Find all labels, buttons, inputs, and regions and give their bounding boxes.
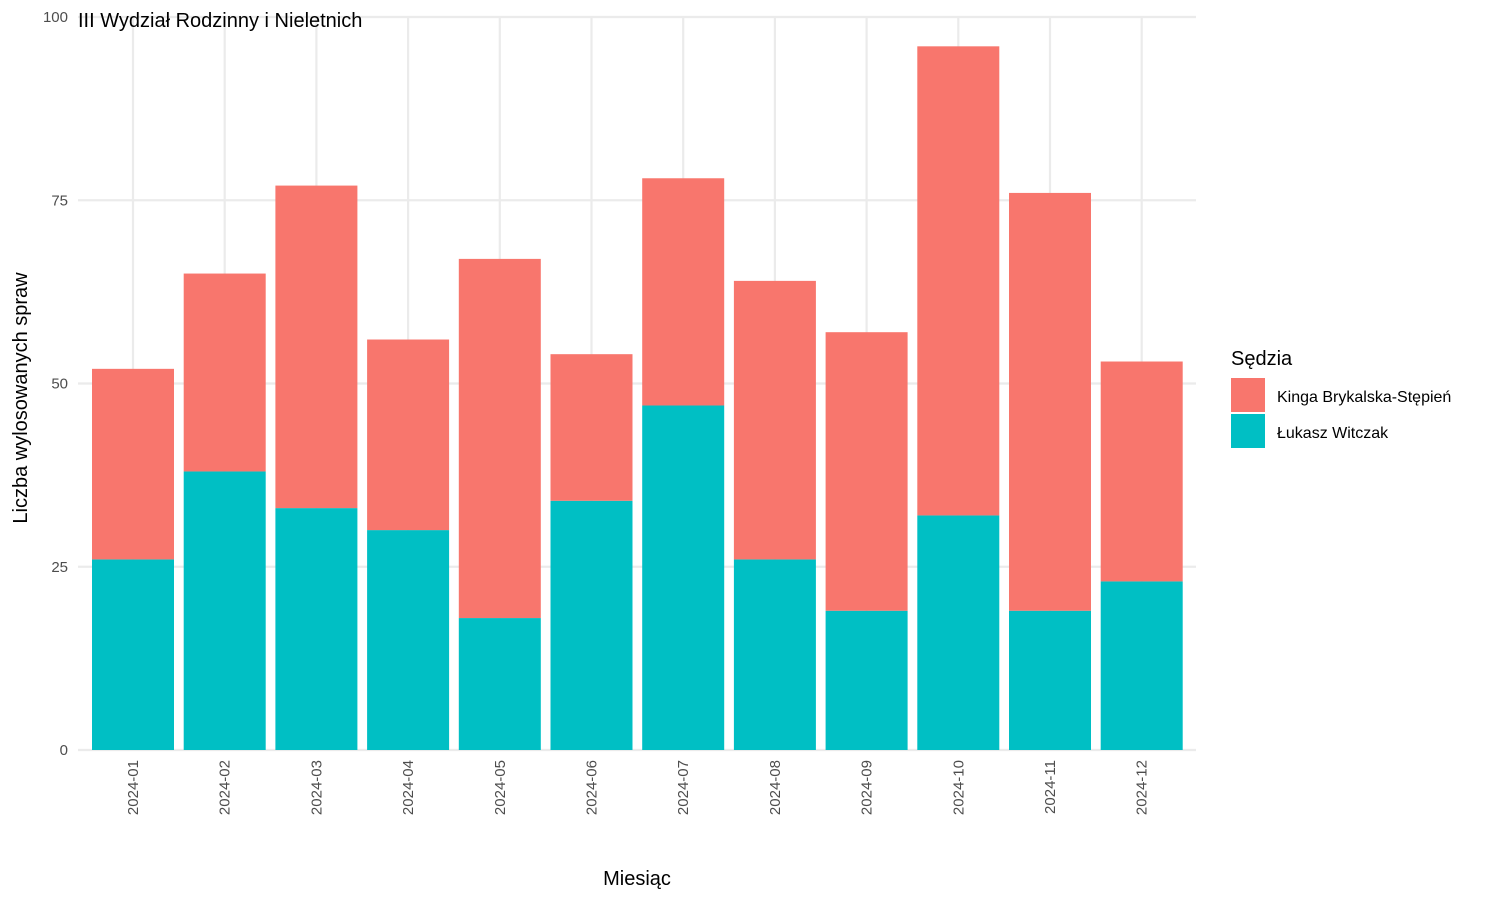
bar-lukasz-2024-08 xyxy=(733,559,816,750)
x-axis-title: Miesiąc xyxy=(603,868,671,890)
x-tick-label: 2024-08 xyxy=(767,760,784,815)
bar-lukasz-2024-07 xyxy=(642,405,725,750)
bar-lukasz-2024-05 xyxy=(458,618,541,750)
x-tick-label: 2024-06 xyxy=(584,760,601,815)
bar-lukasz-2024-01 xyxy=(92,559,174,750)
legend-swatch-kinga xyxy=(1231,378,1265,412)
legend-label-kinga: Kinga Brykalska-Stępień xyxy=(1277,389,1451,406)
y-tick-label: 0 xyxy=(60,742,68,759)
x-tick-label: 2024-10 xyxy=(950,760,967,815)
bar-lukasz-2024-09 xyxy=(825,610,908,750)
y-axis-title: Liczba wylosowanych spraw xyxy=(10,272,32,524)
bar-lukasz-2024-03 xyxy=(275,508,358,750)
bar-kinga-2024-11 xyxy=(1009,192,1091,611)
bar-kinga-2024-02 xyxy=(183,273,266,472)
x-tick-label: 2024-01 xyxy=(125,760,142,815)
y-tick-label: 25 xyxy=(51,559,68,576)
bar-kinga-2024-01 xyxy=(92,368,174,560)
bar-kinga-2024-03 xyxy=(275,185,358,509)
bar-lukasz-2024-02 xyxy=(183,471,266,750)
bar-kinga-2024-04 xyxy=(367,339,450,531)
x-tick-label: 2024-09 xyxy=(859,760,876,815)
legend-swatch-lukasz xyxy=(1231,414,1265,448)
x-tick-label: 2024-02 xyxy=(217,760,234,815)
bar-kinga-2024-12 xyxy=(1100,361,1183,582)
y-tick-label: 50 xyxy=(51,376,68,393)
y-axis-ticks: 0 25 50 75 100 xyxy=(43,9,68,759)
x-tick-label: 2024-05 xyxy=(492,760,509,815)
x-tick-label: 2024-04 xyxy=(400,760,417,815)
bar-kinga-2024-09 xyxy=(825,332,908,611)
bar-kinga-2024-05 xyxy=(458,258,541,619)
legend-title: Sędzia xyxy=(1231,348,1293,370)
y-tick-label: 100 xyxy=(43,9,68,26)
chart-title: III Wydział Rodzinny i Nieletnich xyxy=(78,10,362,32)
legend-label-lukasz: Łukasz Witczak xyxy=(1277,425,1389,442)
bar-lukasz-2024-06 xyxy=(550,500,633,750)
bar-lukasz-2024-10 xyxy=(917,515,1000,750)
x-tick-label: 2024-12 xyxy=(1134,760,1151,815)
bar-kinga-2024-10 xyxy=(917,46,1000,516)
bar-kinga-2024-06 xyxy=(550,354,633,501)
x-tick-label: 2024-03 xyxy=(308,760,325,815)
x-axis-ticks: 2024-01 2024-02 2024-03 2024-04 2024-05 2024-… xyxy=(125,760,1151,815)
bar-kinga-2024-08 xyxy=(733,280,816,560)
legend: Sędzia Kinga Brykalska-Stępień Łukasz Wi… xyxy=(1231,348,1451,448)
bar-lukasz-2024-11 xyxy=(1009,610,1091,750)
bar-lukasz-2024-12 xyxy=(1100,581,1183,750)
bar-lukasz-2024-04 xyxy=(367,530,450,750)
bars xyxy=(92,46,1183,750)
bar-kinga-2024-07 xyxy=(642,178,725,406)
x-tick-label: 2024-07 xyxy=(675,760,692,815)
x-tick-label: 2024-11 xyxy=(1042,760,1059,814)
y-tick-label: 75 xyxy=(51,192,68,209)
